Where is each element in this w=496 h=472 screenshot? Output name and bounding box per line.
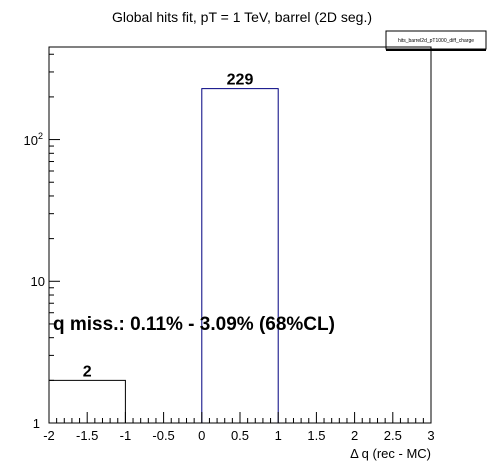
data-label-1: 229 (227, 72, 254, 89)
x-axis-ticks (48, 412, 432, 423)
x-tick-label: 1 (275, 428, 282, 443)
legend-entry: hits_barrel2d_pT1000_diff_charge (398, 38, 474, 44)
x-tick-label: -1.5 (76, 428, 98, 443)
x-tick-label: 0.5 (231, 428, 249, 443)
legend: hits_barrel2d_pT1000_diff_charge (385, 30, 487, 51)
chart-title: Global hits fit, pT = 1 TeV, barrel (2D … (112, 9, 372, 25)
y-axis-ticks (49, 53, 60, 424)
y-axis-tick-labels: 1 10 102 (24, 131, 45, 431)
bar-1 (201, 88, 279, 423)
x-tick-label: 1.5 (307, 428, 325, 443)
x-tick-label: -0.5 (152, 428, 174, 443)
x-tick-label: 3 (427, 428, 434, 443)
y-tick-label-10: 10 (31, 274, 45, 289)
data-labels: 2 229 (83, 72, 254, 381)
legend-shadow (386, 49, 486, 51)
y-tick-label-100: 102 (24, 131, 43, 148)
y-tick-label-1: 1 (33, 416, 40, 431)
x-axis-label: Δ q (rec - MC) (350, 446, 431, 461)
plot-frame (48, 46, 432, 424)
x-tick-label: -2 (43, 428, 55, 443)
bars (49, 88, 279, 423)
x-axis-tick-labels: -2 -1.5 -1 -0.5 0 0.5 1 1.5 2 2.5 3 (43, 428, 434, 443)
annotation-text: q miss.: 0.11% - 3.09% (68%CL) (53, 314, 335, 335)
bar-0 (49, 379, 126, 423)
x-tick-label: 2 (351, 428, 358, 443)
x-tick-label: 0 (198, 428, 205, 443)
x-tick-label: -1 (120, 428, 132, 443)
data-label-0: 2 (83, 363, 92, 380)
x-tick-label: 2.5 (384, 428, 402, 443)
